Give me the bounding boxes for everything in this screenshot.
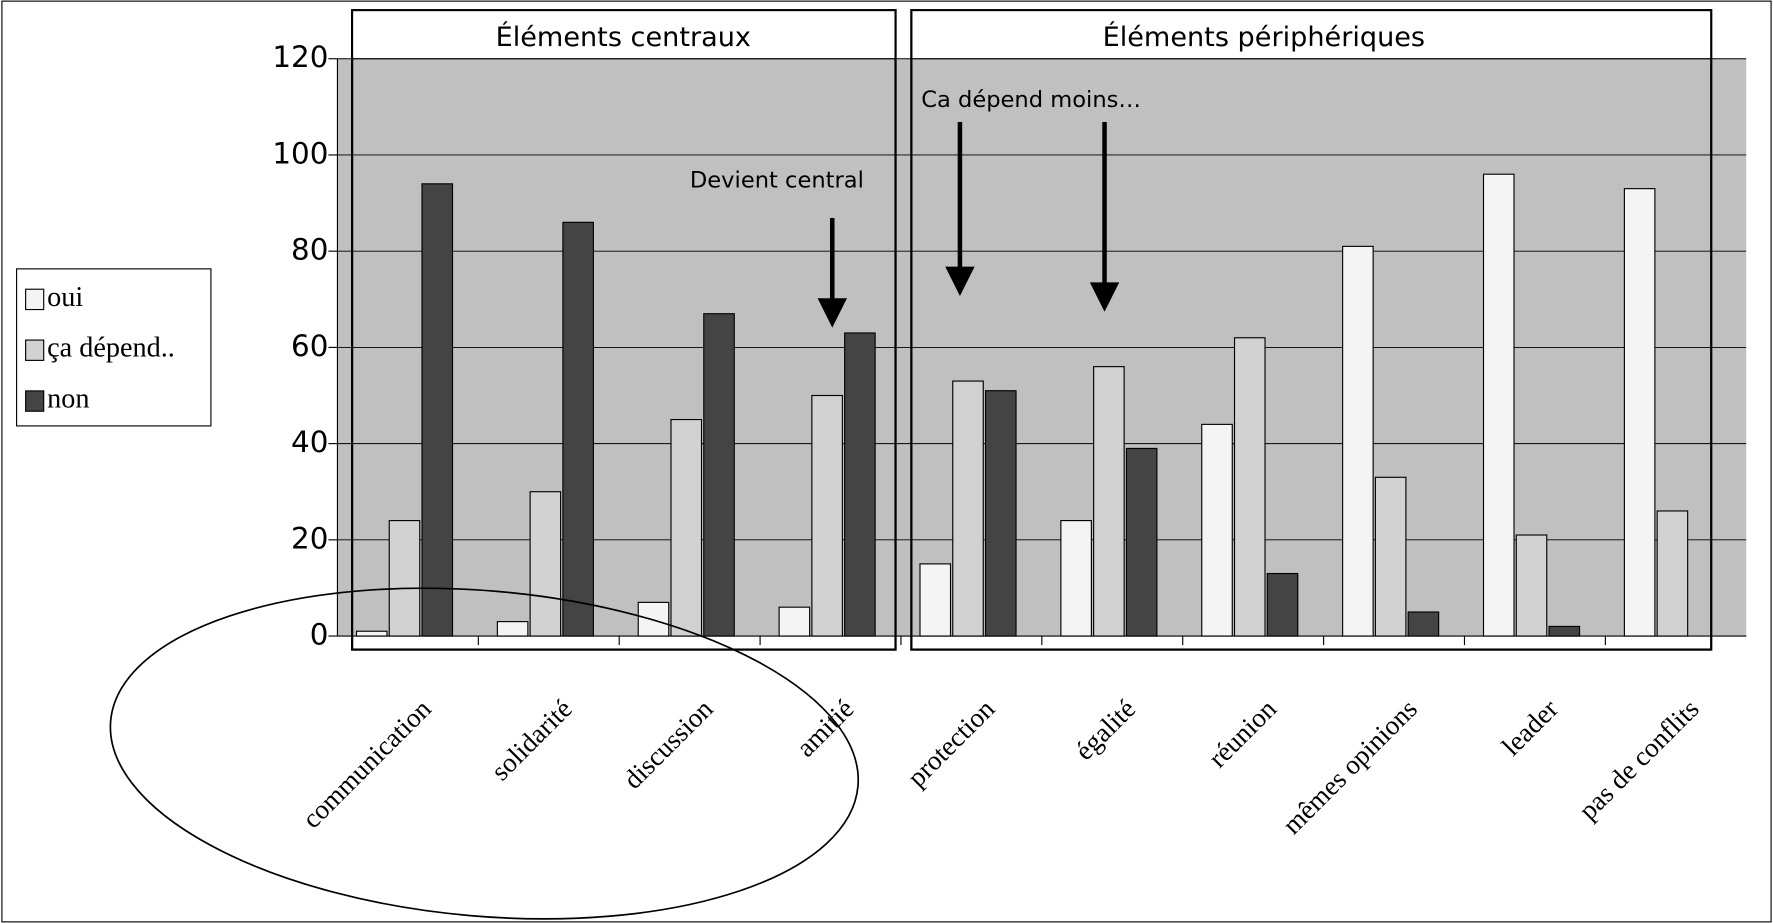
bar <box>1266 572 1299 637</box>
bar <box>1093 366 1125 637</box>
ellipse <box>109 587 860 920</box>
bar <box>1656 510 1689 637</box>
bar <box>496 621 529 637</box>
bar <box>703 313 735 637</box>
bar <box>637 601 670 637</box>
bar <box>388 520 421 637</box>
legend-label: oui <box>47 282 83 313</box>
group-box <box>910 9 1713 651</box>
group-header <box>353 11 895 59</box>
bar <box>1623 188 1656 637</box>
annotation: Éléments périphériques <box>1103 21 1425 53</box>
legend <box>16 268 212 427</box>
bar <box>984 390 1017 637</box>
bar <box>919 563 952 637</box>
group-header <box>912 11 1711 59</box>
bar <box>1374 476 1407 637</box>
annotation: Devient central <box>690 167 864 193</box>
bar <box>778 606 811 637</box>
bar <box>1548 625 1581 637</box>
annotation: Ca dépend moins… <box>921 87 1141 113</box>
bar <box>811 394 843 637</box>
group-box <box>351 9 897 651</box>
y-tick-label: 60 <box>291 329 328 363</box>
bar <box>1060 520 1092 637</box>
annotation: Éléments centraux <box>496 21 751 53</box>
arrows <box>817 122 1120 328</box>
bar <box>529 491 562 637</box>
bar <box>1201 423 1233 637</box>
bar <box>1515 534 1548 637</box>
legend-swatch <box>25 390 45 412</box>
bar <box>1342 245 1374 637</box>
y-tick-label: 80 <box>291 233 328 267</box>
bar <box>1125 447 1158 637</box>
bar <box>1233 337 1266 637</box>
bar <box>1407 611 1440 637</box>
legend-label: ça dépend.. <box>47 333 175 364</box>
bar <box>952 380 984 637</box>
legend-swatch <box>25 288 45 311</box>
legend-swatch <box>25 339 45 361</box>
y-tick-label: 120 <box>272 40 328 74</box>
y-tick-label: 20 <box>291 521 328 555</box>
bar <box>421 183 454 637</box>
bar <box>562 221 594 637</box>
legend-label: non <box>47 384 89 415</box>
bar <box>670 418 703 637</box>
bar <box>355 630 388 637</box>
y-tick-label: 0 <box>310 618 329 652</box>
bar <box>1482 173 1515 637</box>
bar <box>844 332 876 637</box>
y-tick-label: 40 <box>291 425 328 459</box>
y-tick-label: 100 <box>272 136 328 170</box>
